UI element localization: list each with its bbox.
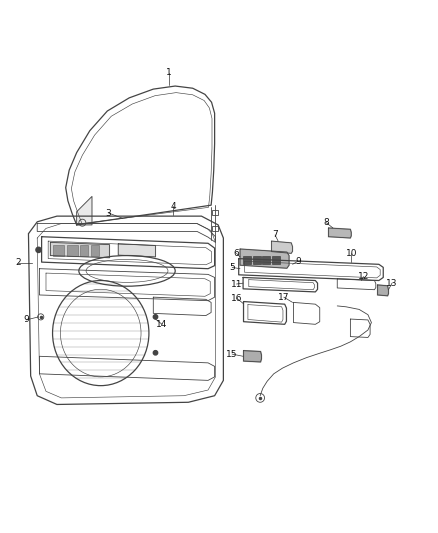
- Text: 16: 16: [231, 294, 242, 303]
- Circle shape: [36, 247, 41, 253]
- Polygon shape: [240, 249, 289, 268]
- Text: 4: 4: [170, 201, 176, 211]
- Bar: [262, 255, 270, 264]
- Text: 3: 3: [106, 208, 112, 217]
- Bar: [91, 245, 99, 256]
- Bar: [53, 245, 64, 256]
- Text: 6: 6: [233, 249, 240, 258]
- Bar: [243, 255, 251, 264]
- Polygon shape: [328, 228, 351, 238]
- Circle shape: [153, 314, 158, 319]
- Text: 1: 1: [166, 68, 172, 77]
- Text: 7: 7: [272, 230, 278, 239]
- Text: 14: 14: [156, 320, 168, 329]
- Text: 13: 13: [386, 279, 398, 288]
- Circle shape: [153, 351, 158, 355]
- Text: 5: 5: [229, 263, 235, 272]
- Bar: [272, 255, 280, 264]
- Text: 10: 10: [346, 249, 357, 258]
- Text: 9: 9: [23, 316, 29, 325]
- Bar: [67, 245, 78, 256]
- Bar: [253, 255, 261, 264]
- Polygon shape: [378, 285, 389, 296]
- Bar: [212, 226, 218, 231]
- Polygon shape: [77, 197, 92, 225]
- Polygon shape: [272, 241, 293, 253]
- Text: 12: 12: [358, 272, 369, 281]
- Bar: [80, 245, 88, 256]
- Polygon shape: [118, 244, 155, 257]
- Text: 15: 15: [226, 350, 238, 359]
- Polygon shape: [50, 243, 110, 258]
- Text: 2: 2: [16, 259, 21, 268]
- Polygon shape: [244, 351, 261, 362]
- Text: 9: 9: [295, 257, 301, 266]
- Text: 8: 8: [323, 218, 329, 227]
- Text: 11: 11: [231, 279, 242, 288]
- Text: 17: 17: [278, 293, 290, 302]
- Bar: [212, 209, 218, 215]
